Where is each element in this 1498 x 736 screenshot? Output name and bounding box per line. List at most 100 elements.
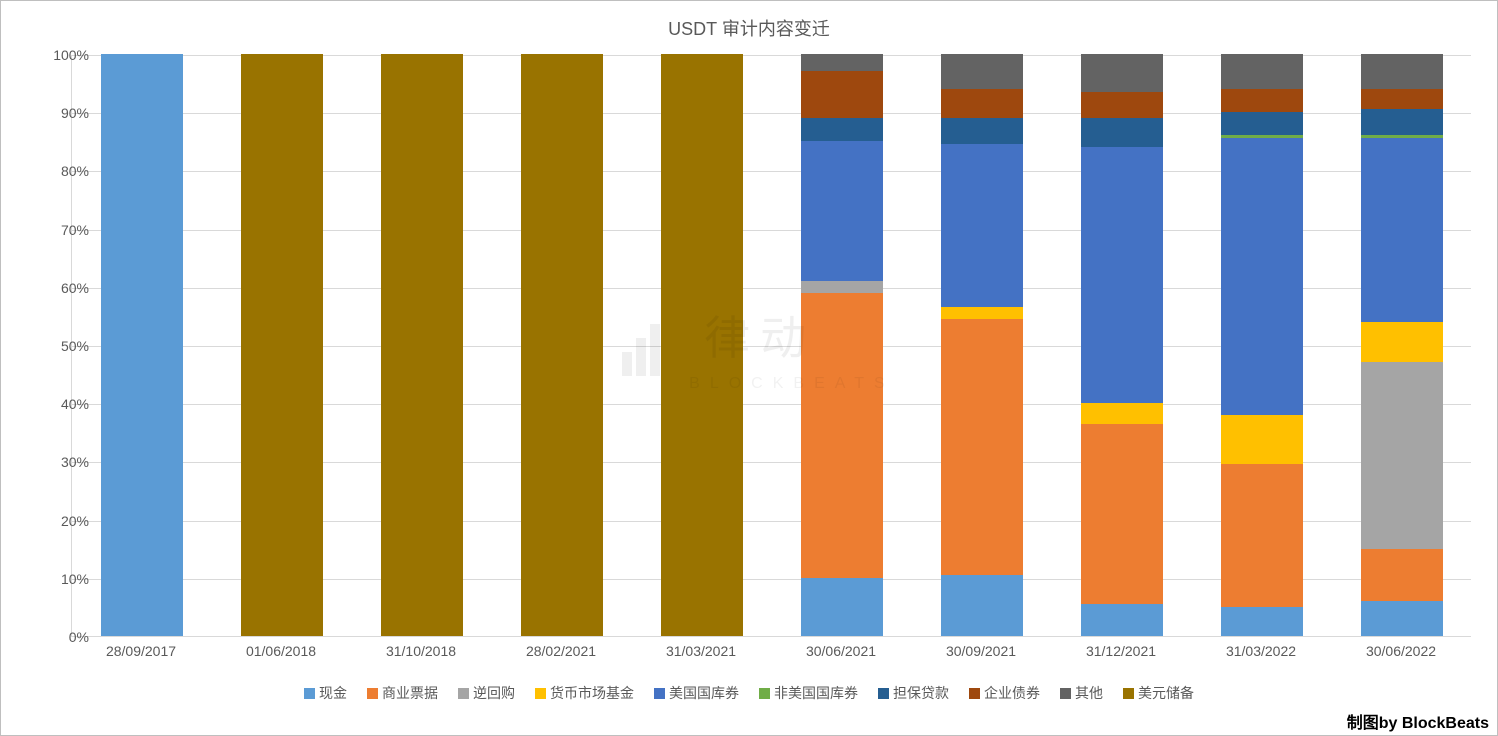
bar-group (941, 55, 1022, 636)
x-tick-label: 28/09/2017 (106, 643, 176, 659)
legend-swatch-icon (367, 688, 378, 699)
bar-segment-mmf (941, 307, 1022, 319)
legend-label: 担保贷款 (893, 685, 949, 701)
x-tick-label: 30/06/2022 (1366, 643, 1436, 659)
bar-segment-cp (801, 293, 882, 578)
y-tick-label: 100% (29, 47, 89, 63)
legend-swatch-icon (654, 688, 665, 699)
legend-swatch-icon (535, 688, 546, 699)
bar-segment-usd_res (241, 54, 322, 636)
legend-swatch-icon (304, 688, 315, 699)
x-tick-label: 31/10/2018 (386, 643, 456, 659)
bar-segment-usd_res (661, 54, 742, 636)
bar-group (381, 55, 462, 636)
legend-swatch-icon (1060, 688, 1071, 699)
bar-segment-corp (1081, 92, 1162, 118)
legend-item-cash: 现金 (304, 683, 347, 703)
legend-label: 逆回购 (473, 685, 515, 701)
bar-segment-rrp (1361, 362, 1442, 548)
bar-segment-cp (941, 319, 1022, 575)
bar-segment-tbill (1361, 138, 1442, 321)
legend-swatch-icon (759, 688, 770, 699)
x-tick-label: 31/03/2022 (1226, 643, 1296, 659)
y-tick-label: 70% (29, 222, 89, 238)
x-tick-label: 30/09/2021 (946, 643, 1016, 659)
y-tick-label: 40% (29, 396, 89, 412)
bar-segment-other (1221, 54, 1302, 89)
bar-segment-corp (1221, 89, 1302, 112)
x-tick-label: 31/03/2021 (666, 643, 736, 659)
x-tick-label: 01/06/2018 (246, 643, 316, 659)
legend-item-secloan: 担保贷款 (878, 683, 949, 703)
legend-item-cp: 商业票据 (367, 683, 438, 703)
bar-segment-other (1361, 54, 1442, 89)
y-tick-label: 90% (29, 105, 89, 121)
bar-segment-cash (1081, 604, 1162, 636)
bar-segment-cash (1221, 607, 1302, 636)
x-tick-label: 28/02/2021 (526, 643, 596, 659)
legend-item-mmf: 货币市场基金 (535, 683, 634, 703)
bar-group (521, 55, 602, 636)
bar-segment-cash (801, 578, 882, 636)
legend: 现金 商业票据 逆回购 货币市场基金 美国国库券 非美国国库券 担保贷款 企业债券 其他 美元储备 (1, 683, 1497, 703)
bar-group (661, 55, 742, 636)
bar-segment-cp (1081, 424, 1162, 604)
legend-label: 货币市场基金 (550, 685, 634, 701)
legend-item-other: 其他 (1060, 683, 1103, 703)
bar-segment-corp (1361, 89, 1442, 109)
credit-label: 制图by BlockBeats (1347, 709, 1489, 733)
bar-segment-secloan (1081, 118, 1162, 147)
legend-swatch-icon (878, 688, 889, 699)
bar-segment-mmf (1221, 415, 1302, 464)
bar-segment-secloan (1361, 109, 1442, 135)
bar-segment-rrp (801, 281, 882, 293)
bar-segment-usd_res (381, 54, 462, 636)
bar-segment-other (801, 54, 882, 71)
legend-label: 美国国库券 (669, 685, 739, 701)
bar-segment-cash (101, 54, 182, 636)
y-tick-label: 50% (29, 338, 89, 354)
legend-item-corp: 企业债券 (969, 683, 1040, 703)
legend-label: 非美国国库券 (774, 685, 858, 701)
chart-container: USDT 审计内容变迁 0%10%20%30%40%50%60%70%80%90… (0, 0, 1498, 736)
bar-segment-tbill (941, 144, 1022, 307)
legend-swatch-icon (969, 688, 980, 699)
legend-item-tbill: 美国国库券 (654, 683, 739, 703)
bar-segment-secloan (801, 118, 882, 141)
bar-segment-secloan (941, 118, 1022, 144)
bar-segment-mmf (1081, 403, 1162, 423)
bar-segment-other (941, 54, 1022, 89)
bar-segment-tbill (1221, 138, 1302, 414)
bar-segment-corp (941, 89, 1022, 118)
legend-swatch-icon (1123, 688, 1134, 699)
bar-segment-cp (1221, 464, 1302, 607)
legend-item-non_us_tb: 非美国国库券 (759, 683, 858, 703)
bar-group (241, 55, 322, 636)
bar-segment-corp (801, 71, 882, 118)
legend-label: 企业债券 (984, 685, 1040, 701)
legend-label: 美元储备 (1138, 685, 1194, 701)
bar-segment-non_us_tb (1221, 135, 1302, 138)
plot-area (71, 55, 1471, 637)
y-tick-label: 20% (29, 513, 89, 529)
bar-segment-non_us_tb (1361, 135, 1442, 138)
bar-segment-secloan (1221, 112, 1302, 135)
bar-segment-cash (941, 575, 1022, 636)
legend-label: 现金 (319, 685, 347, 701)
legend-label: 其他 (1075, 685, 1103, 701)
bar-group (1221, 55, 1302, 636)
y-tick-label: 80% (29, 163, 89, 179)
legend-item-usd_res: 美元储备 (1123, 683, 1194, 703)
y-tick-label: 60% (29, 280, 89, 296)
bar-segment-other (1081, 54, 1162, 92)
y-tick-label: 30% (29, 454, 89, 470)
legend-label: 商业票据 (382, 685, 438, 701)
bar-segment-cp (1361, 549, 1442, 601)
bar-group (1361, 55, 1442, 636)
chart-title: USDT 审计内容变迁 (1, 1, 1497, 51)
bars-layer (72, 55, 1471, 636)
bar-segment-usd_res (521, 54, 602, 636)
x-tick-label: 30/06/2021 (806, 643, 876, 659)
bar-segment-mmf (1361, 322, 1442, 363)
y-tick-label: 0% (29, 629, 89, 645)
